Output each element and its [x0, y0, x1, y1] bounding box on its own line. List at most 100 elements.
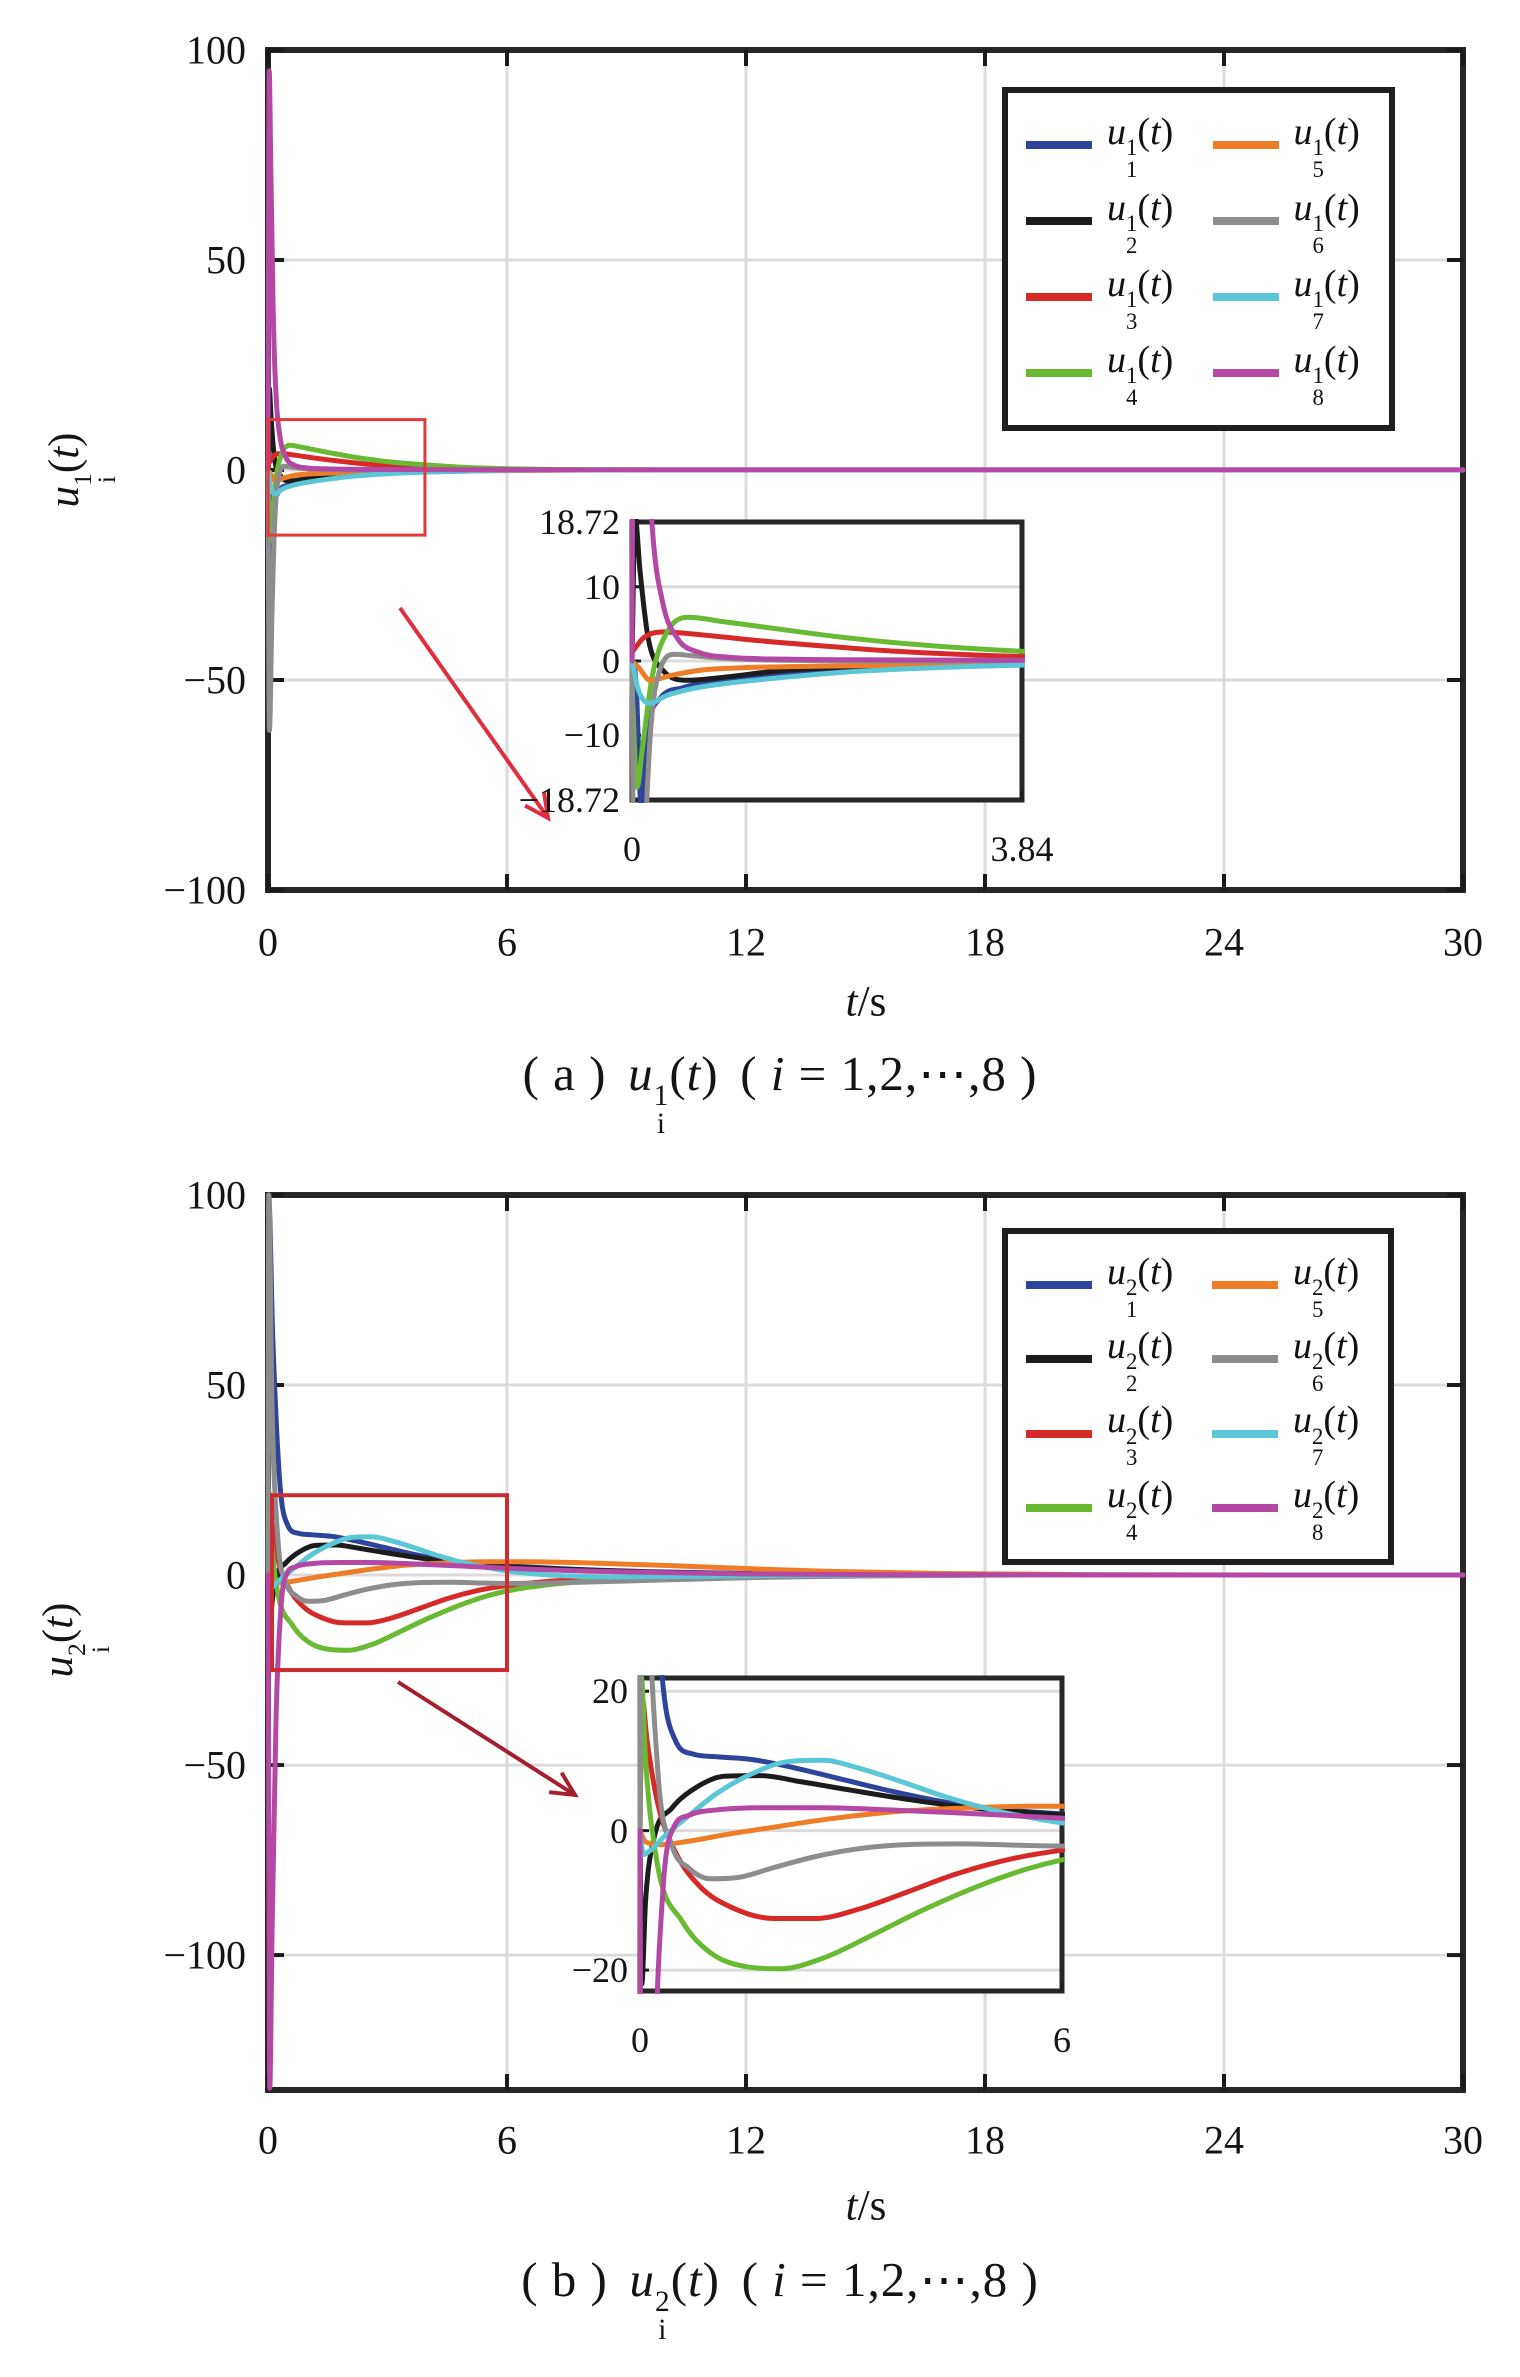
math-arg: (: [1137, 1399, 1151, 1442]
math-sup: 2: [1126, 1275, 1138, 1301]
panel-a-legend-entry-u6-1: u 1 6 (t): [1199, 186, 1386, 258]
math-sup: 1: [1312, 287, 1324, 313]
math-sub: 3: [1126, 308, 1138, 334]
panel-a-inset-series: [629, 519, 1025, 803]
math-u: u: [1107, 1250, 1126, 1293]
math-u: u: [1107, 338, 1126, 381]
math-arg: (: [1137, 338, 1151, 381]
math-u: u: [1293, 338, 1313, 381]
panel-a-legend-entry-u1-1: u 1 1 (t): [1012, 110, 1199, 182]
legend-label: u 2 5 (t): [1293, 1250, 1360, 1322]
panel-b-zoom-arrow: [396, 1680, 579, 1798]
panel-a-ytick-label: 0: [226, 447, 246, 493]
panel-b-inset-axes-background: [637, 1675, 1065, 1994]
math-arg: (: [35, 1628, 83, 1644]
math-u: u: [1107, 1399, 1126, 1442]
legend-label: u 2 7 (t): [1293, 1399, 1360, 1471]
math-sup: 2: [1312, 1497, 1324, 1523]
legend-swatch-red: [1026, 1429, 1092, 1438]
panel-b-inset-series: [637, 1675, 1065, 1994]
panel-b-series-curve-u8-2: [265, 1560, 1466, 2091]
legend-swatch-gray: [1212, 1355, 1278, 1364]
math-arg: (: [1323, 262, 1337, 305]
panel-b-legend-entry-u7-2: u 2 7 (t): [1198, 1398, 1384, 1469]
math-arg: (: [41, 458, 89, 474]
panel-a-ytick-label: 100: [186, 27, 246, 73]
panel-b-inset-series-curve-u6-2: [637, 1675, 1065, 1882]
math-sup: 2: [655, 2285, 671, 2318]
math-u: u: [1107, 1325, 1126, 1368]
panel-b-ytick-label: 50: [206, 1362, 246, 1408]
math-sup: 1: [1126, 287, 1138, 313]
panel-a-legend: u 1 1 (t) u 1 5 (t) u 1 2 (t) u 1 6 (t) u 1 3 (t) u 1 7 (t) u 1 4(…: [1002, 87, 1395, 431]
panel-a-legend-entry-u4-1: u 1 4 (t): [1012, 338, 1199, 408]
panel-a-inset-ytick-label: 18.72: [539, 502, 620, 542]
math-sup: 2: [1312, 1349, 1324, 1375]
math-arg: (: [1323, 186, 1337, 229]
math-sup: 2: [1312, 1423, 1324, 1449]
math-sub: 7: [1312, 308, 1324, 334]
math-sup: 2: [1126, 1497, 1138, 1523]
math-sup: 1: [1126, 363, 1138, 389]
panel-a-xtick-label: 24: [1204, 919, 1244, 965]
legend-label: u 1 6 (t): [1293, 186, 1360, 258]
panel-b-inset-xtick-label: 0: [631, 2020, 649, 2060]
legend-swatch-blue: [1026, 1281, 1092, 1290]
math-sup: 2: [1126, 1349, 1138, 1375]
legend-label: u 1 5 (t): [1293, 110, 1360, 182]
math-sup: 1: [653, 1079, 670, 1112]
panel-b-caption: ( b ) u 2 i (t) ( i = 1,2,⋯,8 ): [521, 2252, 1039, 2346]
panel-b-legend-entry-u2-2: u 2 2 (t): [1012, 1324, 1198, 1395]
panel-a-legend-entry-u3-1: u 1 3 (t): [1012, 262, 1199, 334]
math-u: u: [1293, 1250, 1312, 1293]
panel-b-legend: u 2 1 (t) u 2 5 (t) u 2 2 (t) u 2 6 (t) u 2 3 (t) u 2 7 (t) u 2 4(…: [1002, 1228, 1394, 1565]
math-arg: (: [1323, 1325, 1337, 1368]
panel-b-ytick-label: 0: [226, 1552, 246, 1598]
legend-label: u 1 8 (t): [1293, 338, 1360, 410]
panel-b-zoom-arrow-line: [396, 1680, 577, 1797]
math-u: u: [35, 1656, 83, 1678]
legend-swatch-magenta: [1212, 368, 1279, 377]
legend-label: u 2 1 (t): [1107, 1250, 1174, 1322]
panel-b-xtick-label: 18: [965, 2117, 1005, 2163]
math-arg: (: [1137, 1325, 1151, 1368]
math-sub: 1: [1126, 1296, 1138, 1322]
panel-b-legend-entry-u8-2: u 2 8 (t): [1198, 1473, 1384, 1545]
panel-b-xtick-label: 24: [1204, 2117, 1244, 2163]
panel-a-legend-entry-u7-1: u 1 7 (t): [1199, 262, 1386, 334]
math-sub: i: [656, 1107, 667, 1140]
panel-b-ytick-label: −100: [163, 1932, 246, 1978]
math-sub: 2: [1126, 232, 1138, 258]
panel-a-ytick-label: −50: [183, 657, 246, 703]
panel-a-xtick-label: 18: [965, 919, 1005, 965]
legend-label: u 1 1 (t): [1107, 110, 1174, 182]
legend-label: u 1 3 (t): [1107, 262, 1174, 334]
panel-a-xtick-label: 30: [1443, 919, 1483, 965]
panel-b-inset-series-curve-u4-2: [637, 1675, 1065, 1972]
math-u: u: [628, 1046, 654, 1102]
panel-a-xtick-label: 0: [258, 919, 278, 965]
math-sub: 8: [1312, 1519, 1324, 1545]
legend-swatch-cyan: [1212, 292, 1279, 301]
panel-b-inset-ytick-label: 20: [592, 1671, 628, 1712]
legend-swatch-orange: [1212, 140, 1279, 149]
panel-a-inset-series-curve-u8-1: [629, 519, 1025, 664]
math-arg: (: [1137, 1473, 1151, 1516]
legend-label: u 2 2 (t): [1107, 1325, 1174, 1397]
math-sup: 1: [1312, 363, 1324, 389]
legend-label: u 2 3 (t): [1107, 1399, 1174, 1471]
panel-a-xtick-label: 6: [497, 919, 517, 965]
panel-a-inset-series-curve-u6-1: [629, 651, 1025, 803]
math-sub: 7: [1312, 1445, 1324, 1471]
panel-a-zoom-arrowhead: [524, 792, 551, 822]
panel-b-ytick-label: −50: [183, 1742, 246, 1788]
math-u: u: [41, 486, 89, 508]
math-arg: (: [1323, 1473, 1337, 1516]
panel-b-legend-entry-u6-2: u 2 6 (t): [1198, 1324, 1384, 1395]
